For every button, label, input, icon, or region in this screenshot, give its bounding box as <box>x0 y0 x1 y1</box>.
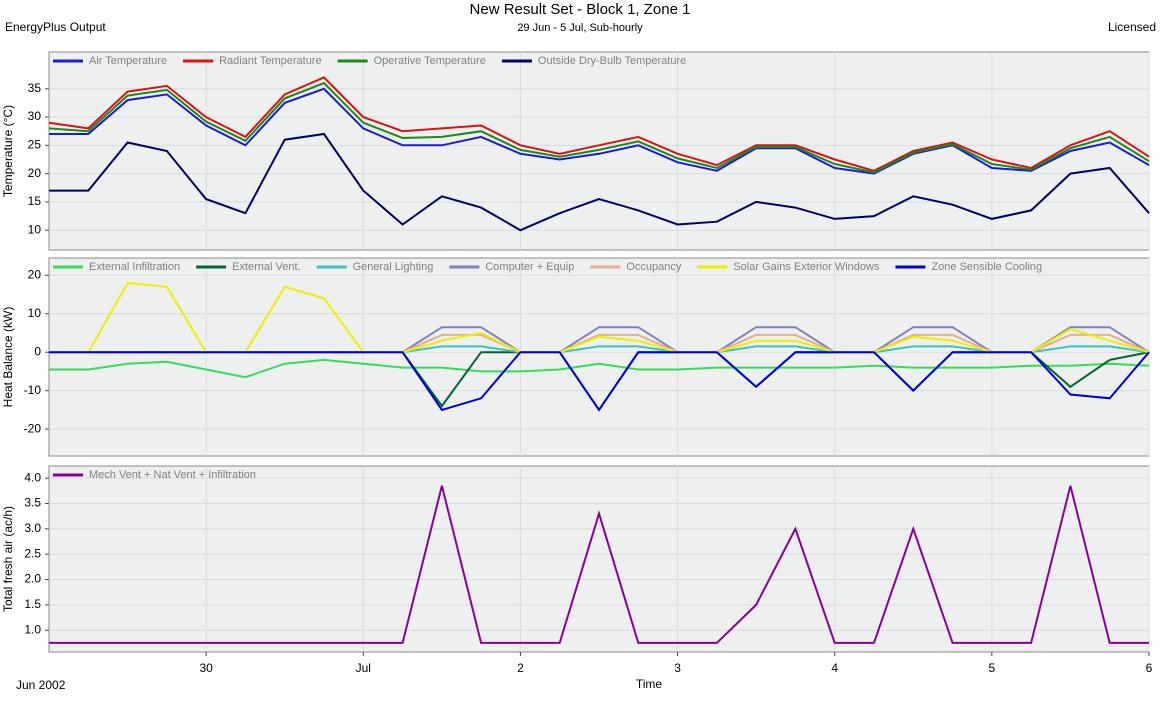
y-tick-label: 3.5 <box>24 496 41 510</box>
x-tick-label: 3 <box>674 661 681 675</box>
x-axis-label: Time <box>636 677 663 691</box>
y-tick-label: 3.0 <box>24 521 41 535</box>
legend-label: Air Temperature <box>89 55 167 67</box>
y-axis-label: Total fresh air (ac/h) <box>1 506 15 612</box>
y-tick-label: 1.5 <box>24 597 41 611</box>
y-tick-label: 1.0 <box>24 622 41 636</box>
y-tick-label: 25 <box>28 138 42 152</box>
series-line <box>48 81 1150 174</box>
x-axis-period: Jun 2002 <box>16 678 66 692</box>
legend-label: Operative Temperature <box>374 55 486 67</box>
plot-area <box>48 51 1150 251</box>
x-tick-label: 2 <box>517 661 524 675</box>
legend-label: Computer + Equip <box>485 261 574 273</box>
y-tick-label: 35 <box>28 81 42 95</box>
legend-label: Zone Sensible Cooling <box>931 261 1042 273</box>
x-tick-label: 30 <box>199 661 213 675</box>
x-tick-label: 5 <box>989 661 996 675</box>
y-tick-label: 0 <box>34 344 41 358</box>
plot-area <box>48 257 1150 457</box>
y-tick-label: 15 <box>28 194 42 208</box>
chart-title: New Result Set - Block 1, Zone 1 <box>470 1 691 18</box>
x-tick-label: 6 <box>1146 661 1153 675</box>
y-tick-label: 30 <box>28 109 42 123</box>
plot-area <box>48 465 1150 653</box>
legend-label: Outside Dry-Bulb Temperature <box>538 55 686 67</box>
legend-label: Radiant Temperature <box>219 55 322 67</box>
series-line <box>49 132 1150 232</box>
source-label: EnergyPlus Output <box>5 20 106 34</box>
y-tick-label: -20 <box>24 421 42 435</box>
legend-label: External Infiltration <box>89 261 180 273</box>
y-tick-label: 4.0 <box>24 470 41 484</box>
y-tick-label: 2.0 <box>24 572 41 586</box>
series-line <box>49 351 1150 412</box>
y-tick-label: -10 <box>24 383 42 397</box>
legend-label: Occupancy <box>626 261 682 273</box>
legend-label: External Vent. <box>232 261 301 273</box>
series-line <box>49 485 1149 644</box>
series-line <box>48 76 1150 172</box>
legend-label: Mech Vent + Nat Vent + Infiltration <box>89 469 256 481</box>
y-axis-label: Temperature (°C) <box>1 105 15 197</box>
y-tick-label: 20 <box>28 166 42 180</box>
chart-subtitle: 29 Jun - 5 Jul, Sub-hourly <box>517 22 643 34</box>
y-tick-label: 10 <box>28 306 42 320</box>
series-line <box>49 87 1150 175</box>
y-axis-label: Heat Balance (kW) <box>1 307 15 408</box>
series-line <box>49 358 1150 379</box>
legend-label: Solar Gains Exterior Windows <box>733 261 880 273</box>
legend-label: General Lighting <box>353 261 434 273</box>
y-tick-label: 2.5 <box>24 546 41 560</box>
y-tick-label: 10 <box>28 222 42 236</box>
license-label: Licensed <box>1108 20 1156 34</box>
y-tick-label: 20 <box>28 267 42 281</box>
x-tick-label: 4 <box>831 661 838 675</box>
x-tick-label: Jul <box>356 661 371 675</box>
